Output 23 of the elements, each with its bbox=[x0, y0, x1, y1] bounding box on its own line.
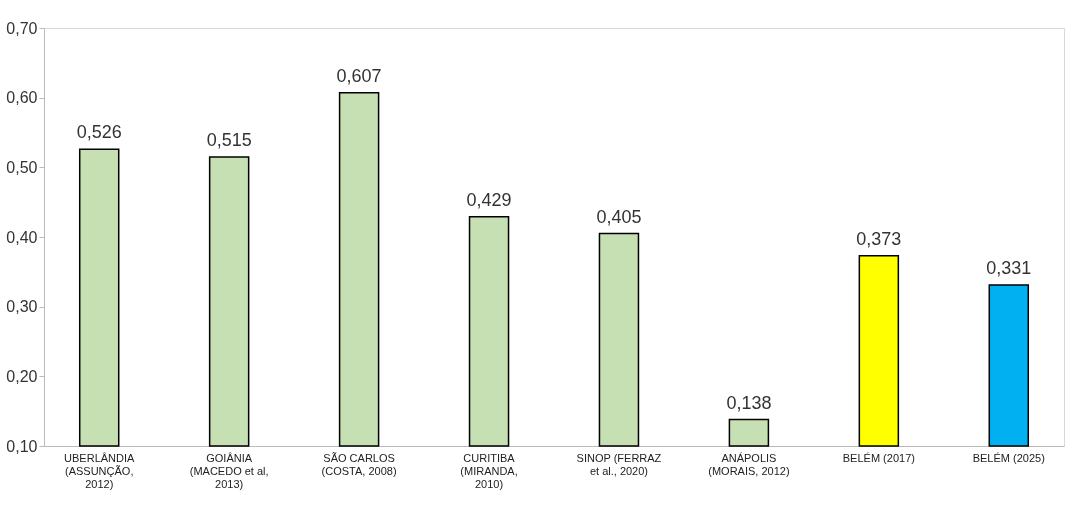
x-tick-label: BELÉM (2025) bbox=[972, 451, 1045, 464]
x-tick-label: BELÉM (2017) bbox=[842, 451, 915, 464]
data-label: 0,607 bbox=[336, 65, 382, 86]
x-tick-label: GOIÂNIA (MACEDO et al, 2013) bbox=[189, 451, 269, 490]
x-tick-label: SINOP (FERRAZ et al., 2020) bbox=[576, 451, 662, 477]
data-label: 0,429 bbox=[466, 189, 512, 210]
y-tick-label: 0,30 bbox=[6, 298, 38, 316]
y-tick-label: 0,40 bbox=[6, 228, 38, 246]
x-tick-label: SÃO CARLOS (COSTA, 2008) bbox=[321, 451, 397, 477]
data-label: 0,526 bbox=[76, 122, 122, 143]
y-tick-label: 0,60 bbox=[6, 89, 38, 107]
y-tick-label: 0,70 bbox=[6, 19, 38, 37]
x-tick-label: ANÁPOLIS (MORAIS, 2012) bbox=[708, 451, 790, 477]
y-tick-label: 0,10 bbox=[6, 437, 38, 455]
x-tick-label: CURITIBA (MIRANDA, 2010) bbox=[460, 451, 518, 490]
x-tick-label: UBERLÂNDIA (ASSUNÇÃO, 2012) bbox=[64, 451, 136, 490]
data-label: 0,373 bbox=[856, 228, 902, 249]
y-tick-label: 0,20 bbox=[6, 367, 38, 385]
y-tick-label: 0,50 bbox=[6, 158, 38, 176]
data-label: 0,405 bbox=[596, 206, 642, 227]
data-label: 0,331 bbox=[986, 258, 1032, 279]
data-label: 0,515 bbox=[206, 129, 252, 150]
data-label: 0,138 bbox=[726, 392, 772, 413]
